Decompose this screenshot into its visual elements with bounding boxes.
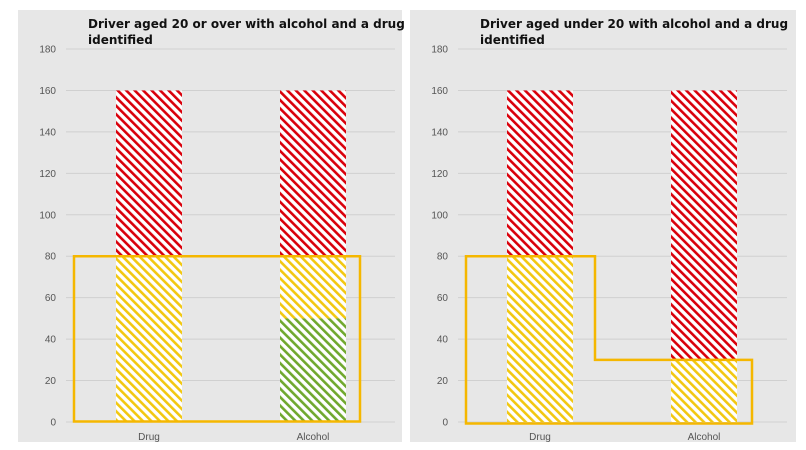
limit-outline bbox=[464, 254, 754, 425]
y-tick-label: 100 bbox=[39, 210, 56, 221]
plot-background bbox=[410, 10, 796, 442]
bar-alcohol-yellow-segment bbox=[280, 256, 346, 319]
chart-panel-1: 0 20 40 60 80 100 120 140 160 180 Driver aged 20 o… bbox=[18, 10, 405, 443]
chart-title-line-2: identified bbox=[480, 33, 545, 47]
y-tick-label: 20 bbox=[437, 376, 449, 387]
y-tick-label: 120 bbox=[39, 169, 56, 180]
y-tick-label: 160 bbox=[39, 86, 56, 97]
chart-title-line-1: Driver aged 20 or over with alcohol and … bbox=[88, 17, 405, 31]
x-tick-label: Alcohol bbox=[688, 432, 721, 443]
bar-drug-red-segment bbox=[116, 90, 182, 257]
y-tick-label: 120 bbox=[431, 169, 448, 180]
x-tick-label: Drug bbox=[529, 432, 551, 443]
y-tick-label: 140 bbox=[431, 127, 448, 138]
y-tick-label: 60 bbox=[45, 293, 57, 304]
chart-title-line-1: Driver aged under 20 with alcohol and a … bbox=[480, 17, 788, 31]
x-tick-label: Alcohol bbox=[297, 432, 330, 443]
y-tick-label: 0 bbox=[50, 418, 56, 429]
bar-alcohol-yellow-segment bbox=[671, 359, 737, 422]
y-tick-label: 40 bbox=[45, 335, 57, 346]
chart-title-line-2: identified bbox=[88, 33, 153, 47]
chart-panel-2: 0 20 40 60 80 100 120 140 160 180 Driver aged unde… bbox=[410, 10, 796, 443]
bar-drug-yellow-segment bbox=[116, 256, 182, 422]
y-tick-label: 20 bbox=[45, 376, 57, 387]
y-tick-label: 60 bbox=[437, 293, 449, 304]
y-tick-label: 180 bbox=[39, 45, 56, 56]
y-tick-label: 160 bbox=[431, 86, 448, 97]
bar-alcohol-red-segment bbox=[280, 90, 346, 257]
bar-drug-yellow-segment bbox=[507, 256, 573, 422]
x-tick-label: Drug bbox=[138, 432, 160, 443]
y-tick-label: 80 bbox=[437, 252, 449, 263]
y-tick-label: 180 bbox=[431, 45, 448, 56]
bar-drug-red-segment bbox=[507, 90, 573, 257]
y-tick-label: 0 bbox=[442, 418, 448, 429]
bar-alcohol-red-segment bbox=[671, 90, 737, 360]
bar-alcohol-green-segment bbox=[280, 318, 346, 422]
y-tick-label: 40 bbox=[437, 335, 449, 346]
y-tick-label: 140 bbox=[39, 127, 56, 138]
y-tick-label: 100 bbox=[431, 210, 448, 221]
limit-outline bbox=[72, 254, 362, 423]
y-tick-label: 80 bbox=[45, 252, 57, 263]
